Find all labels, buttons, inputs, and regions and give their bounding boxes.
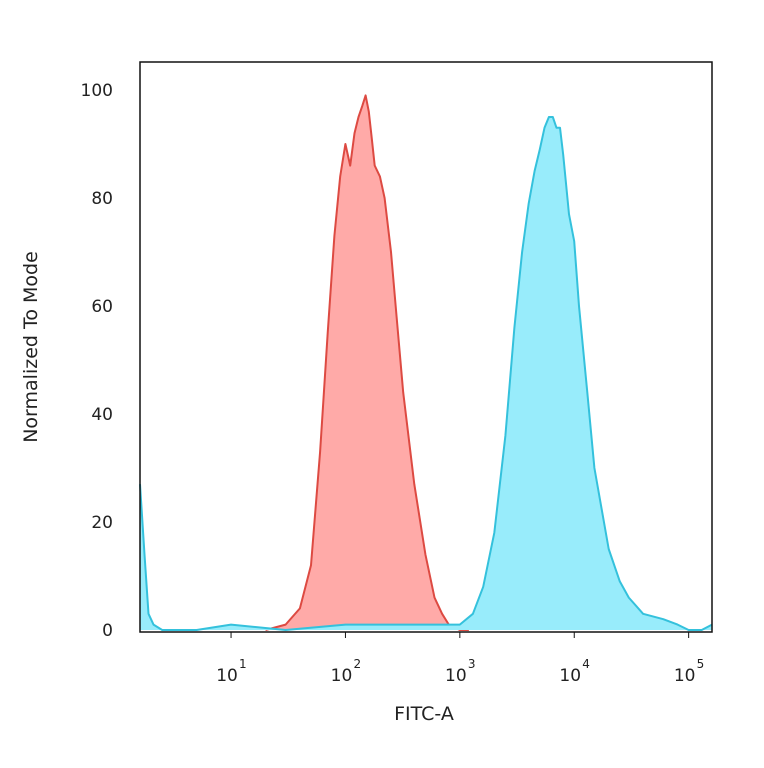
x-tick-label: 105 bbox=[674, 657, 704, 686]
histogram-outline-2 bbox=[139, 116, 713, 631]
x-tick-base: 10 bbox=[216, 666, 238, 686]
histogram-fill-2 bbox=[140, 117, 712, 630]
y-tick-label: 0 bbox=[102, 621, 113, 641]
x-tick-exponent: 5 bbox=[697, 657, 705, 671]
x-tick-base: 10 bbox=[445, 666, 467, 686]
y-axis-label: Normalized To Mode bbox=[20, 251, 42, 443]
x-tick-exponent: 4 bbox=[582, 657, 590, 671]
y-tick-label: 80 bbox=[91, 189, 113, 209]
x-tick-exponent: 1 bbox=[239, 657, 247, 671]
x-axis-label: FITC-A bbox=[394, 703, 454, 725]
y-axis-ticks: 0 20 40 60 80 100 bbox=[81, 81, 113, 641]
y-tick-label: 100 bbox=[81, 81, 113, 101]
x-tick-label: 102 bbox=[331, 657, 361, 686]
x-tick-base: 10 bbox=[674, 666, 696, 686]
x-tick-base: 10 bbox=[559, 666, 581, 686]
plot-frame bbox=[139, 61, 713, 633]
x-tick-label: 103 bbox=[445, 657, 475, 686]
x-tick-exponent: 2 bbox=[353, 657, 361, 671]
x-tick-label: 101 bbox=[216, 657, 246, 686]
x-tick-exponent: 3 bbox=[468, 657, 476, 671]
y-tick-label: 20 bbox=[91, 513, 113, 533]
y-tick-label: 40 bbox=[91, 405, 113, 425]
histogram-outline-1 bbox=[265, 94, 469, 631]
series-layer bbox=[139, 94, 713, 631]
x-tick-base: 10 bbox=[331, 666, 353, 686]
histogram-fill-1 bbox=[265, 95, 469, 630]
plot-background bbox=[140, 62, 712, 632]
y-tick-label: 60 bbox=[91, 297, 113, 317]
x-tick-label: 104 bbox=[559, 657, 589, 686]
